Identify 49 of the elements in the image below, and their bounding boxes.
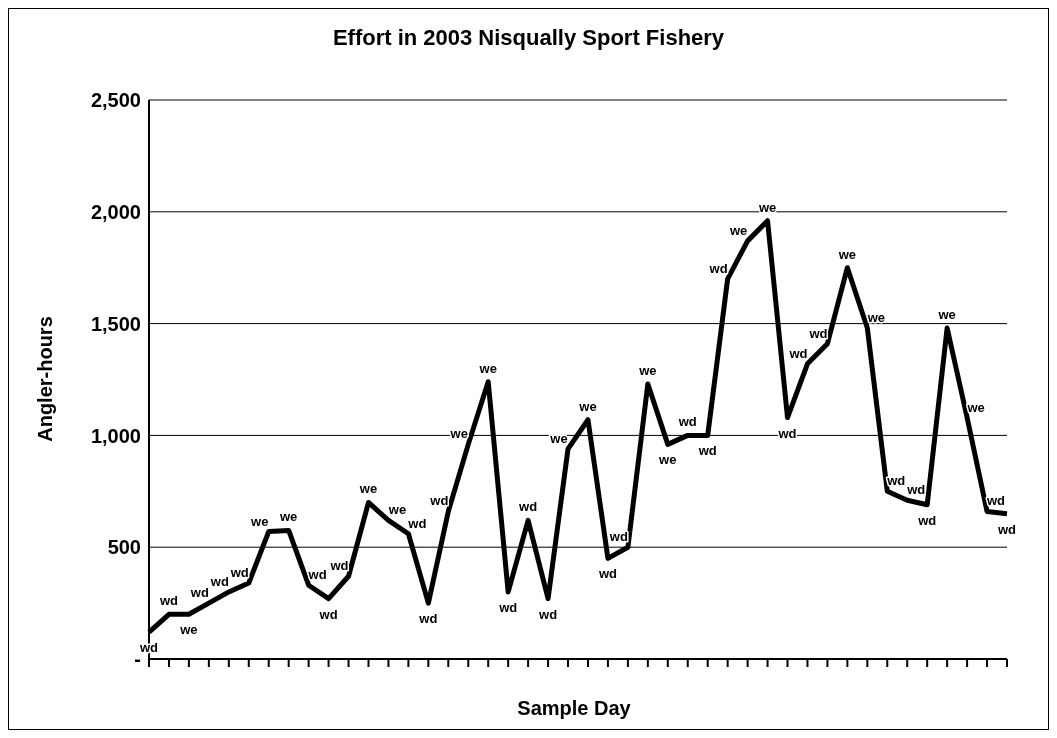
data-label: wd [407, 515, 427, 531]
data-label: wd [158, 593, 179, 609]
data-label: wd [538, 606, 558, 622]
data-label: we [837, 246, 857, 262]
data-label: wd [996, 521, 1017, 537]
data-label: we [578, 398, 597, 414]
data-label: we [549, 430, 568, 446]
data-label: we [179, 622, 198, 638]
data-label: wd [677, 414, 697, 430]
data-label: wd [418, 611, 438, 627]
chart-title: Effort in 2003 Nisqually Sport Fishery [331, 25, 726, 51]
data-label: wd [808, 325, 828, 341]
y-tick-label: 2,000 [90, 200, 141, 223]
data-label: wd [429, 493, 449, 509]
data-label: we [250, 513, 269, 529]
data-label: wd [986, 493, 1006, 509]
data-label: we [358, 481, 378, 497]
data-label: wd [209, 573, 229, 589]
data-label: we [937, 307, 956, 323]
y-axis-title: Angler-hours [33, 316, 57, 442]
data-label: wd [318, 606, 338, 622]
data-label: we [478, 360, 497, 376]
data-label: wd [498, 599, 518, 615]
data-label: wd [917, 512, 937, 528]
data-label: we [638, 362, 657, 378]
data-label: wd [697, 443, 717, 459]
y-tick-label: 500 [107, 536, 141, 559]
data-label: wd [597, 566, 618, 582]
y-tick-label: 1,000 [90, 424, 141, 447]
y-tick-label: - [134, 648, 141, 671]
data-label: wd [329, 558, 349, 574]
data-label: wd [518, 499, 538, 515]
data-label: we [757, 199, 777, 215]
data-label: we [387, 502, 407, 518]
data-label: wd [189, 585, 209, 601]
x-axis-title: Sample Day [516, 697, 632, 720]
data-label: we [966, 399, 985, 415]
data-label: wd [307, 567, 327, 583]
y-tick-label: 1,500 [90, 312, 141, 335]
data-label: we [658, 452, 677, 468]
data-label: wd [608, 529, 628, 545]
data-label: wd [906, 482, 926, 498]
data-label: we [279, 509, 298, 525]
data-label: wd [708, 260, 728, 276]
data-label: wd [229, 564, 249, 580]
data-label: wd [788, 345, 808, 361]
data-label: we [728, 222, 748, 238]
y-tick-label: 2,500 [90, 89, 141, 112]
data-label: we [866, 310, 885, 326]
